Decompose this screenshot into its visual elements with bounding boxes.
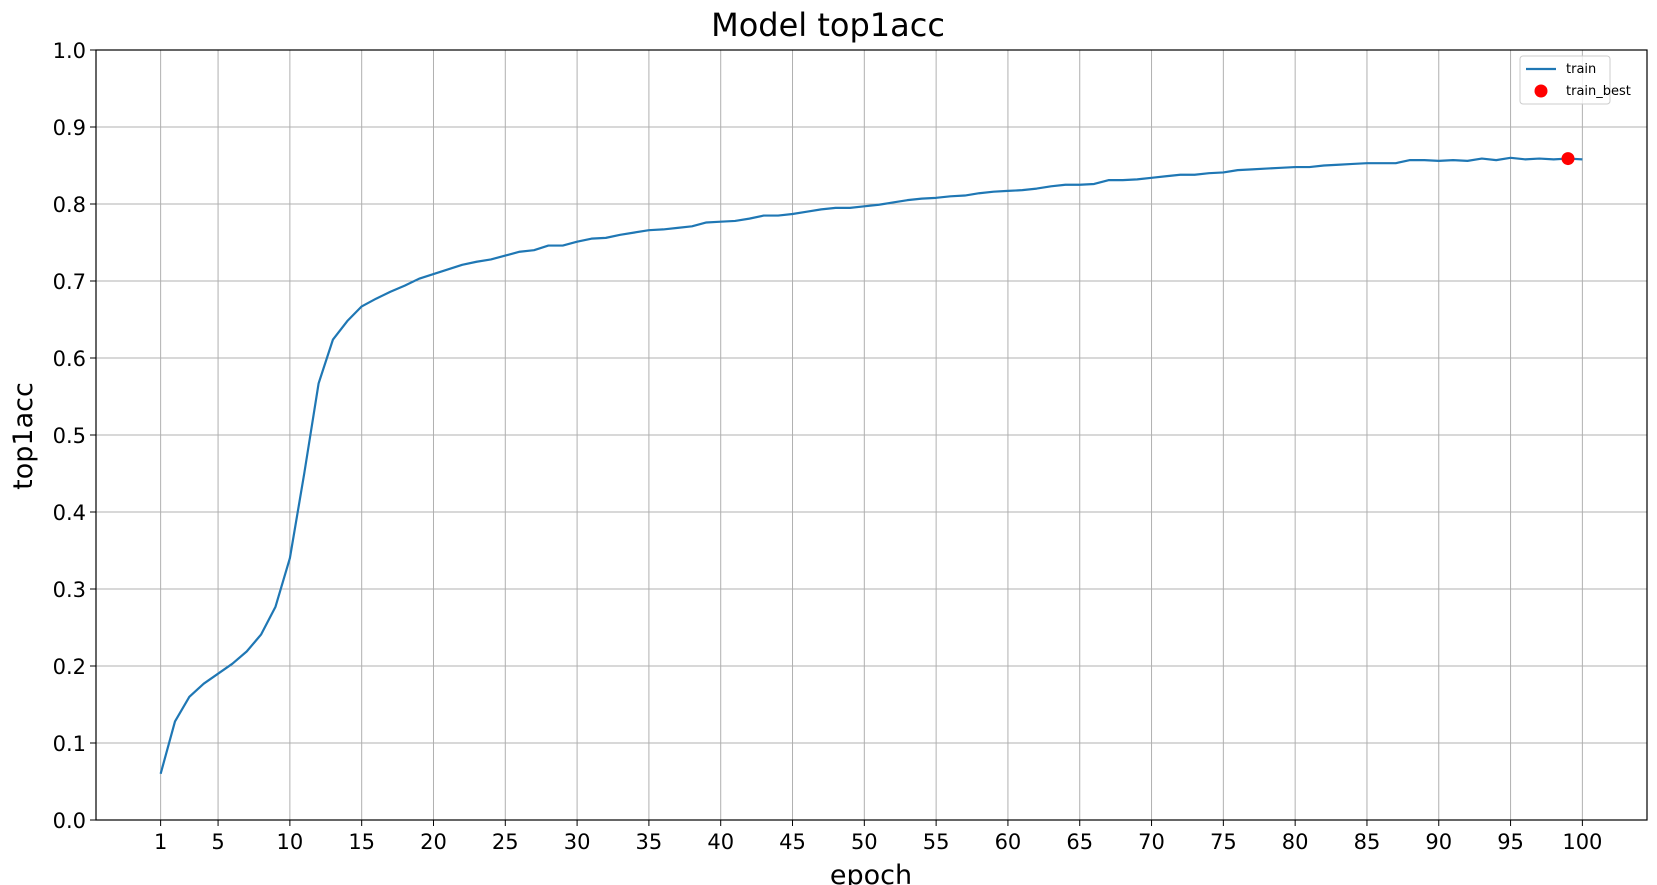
train-series-line xyxy=(159,156,1583,775)
x-tick-label: 55 xyxy=(923,830,950,854)
x-tick-label: 95 xyxy=(1497,830,1524,854)
y-tick-label: 0.1 xyxy=(53,732,86,756)
x-tick-label: 45 xyxy=(779,830,806,854)
x-tick-label: 20 xyxy=(420,830,447,854)
x-tick-label: 1 xyxy=(154,830,167,854)
grid-lines xyxy=(96,49,1647,821)
x-tick-label: 90 xyxy=(1425,830,1452,854)
x-tick-label: 40 xyxy=(707,830,734,854)
x-axis-label: epoch xyxy=(830,860,912,885)
train-best-point xyxy=(1561,152,1575,166)
y-tick-label: 1.0 xyxy=(53,39,86,63)
x-tick-label: 80 xyxy=(1282,830,1309,854)
x-tick-label: 30 xyxy=(564,830,591,854)
legend-train-best-label: train_best xyxy=(1566,84,1631,99)
y-tick-label: 0.0 xyxy=(53,809,86,833)
legend-train-label: train xyxy=(1566,62,1596,77)
legend: train train_best xyxy=(1519,55,1631,105)
y-tick-label: 0.8 xyxy=(53,193,86,217)
y-tick-label: 0.9 xyxy=(53,116,86,140)
y-tick-label: 0.7 xyxy=(53,270,86,294)
series-layer xyxy=(159,152,1583,775)
chart-title: Model top1acc xyxy=(711,6,945,44)
y-tick-label: 0.4 xyxy=(53,501,86,525)
x-tick-label: 60 xyxy=(995,830,1022,854)
x-tick-label: 100 xyxy=(1562,830,1602,854)
x-tick-label: 50 xyxy=(851,830,878,854)
y-tick-label: 0.6 xyxy=(53,347,86,371)
x-tick-label: 10 xyxy=(277,830,304,854)
axis-ticks: 1 5 10 15 20 25 30 35 40 45 50 55 60 65 70 75 80 85 90 95 10… xyxy=(53,39,1603,854)
x-tick-label: 15 xyxy=(348,830,375,854)
x-tick-label: 75 xyxy=(1210,830,1237,854)
y-tick-label: 0.3 xyxy=(53,578,86,602)
y-tick-label: 0.2 xyxy=(53,655,86,679)
y-axis-label: top1acc xyxy=(8,382,39,490)
x-tick-label: 65 xyxy=(1066,830,1093,854)
x-tick-label: 85 xyxy=(1354,830,1381,854)
y-tick-label: 0.5 xyxy=(53,424,86,448)
x-tick-label: 25 xyxy=(492,830,519,854)
x-tick-label: 70 xyxy=(1138,830,1165,854)
x-tick-label: 35 xyxy=(636,830,663,854)
legend-train-best-swatch xyxy=(1534,84,1548,98)
x-tick-label: 5 xyxy=(211,830,224,854)
